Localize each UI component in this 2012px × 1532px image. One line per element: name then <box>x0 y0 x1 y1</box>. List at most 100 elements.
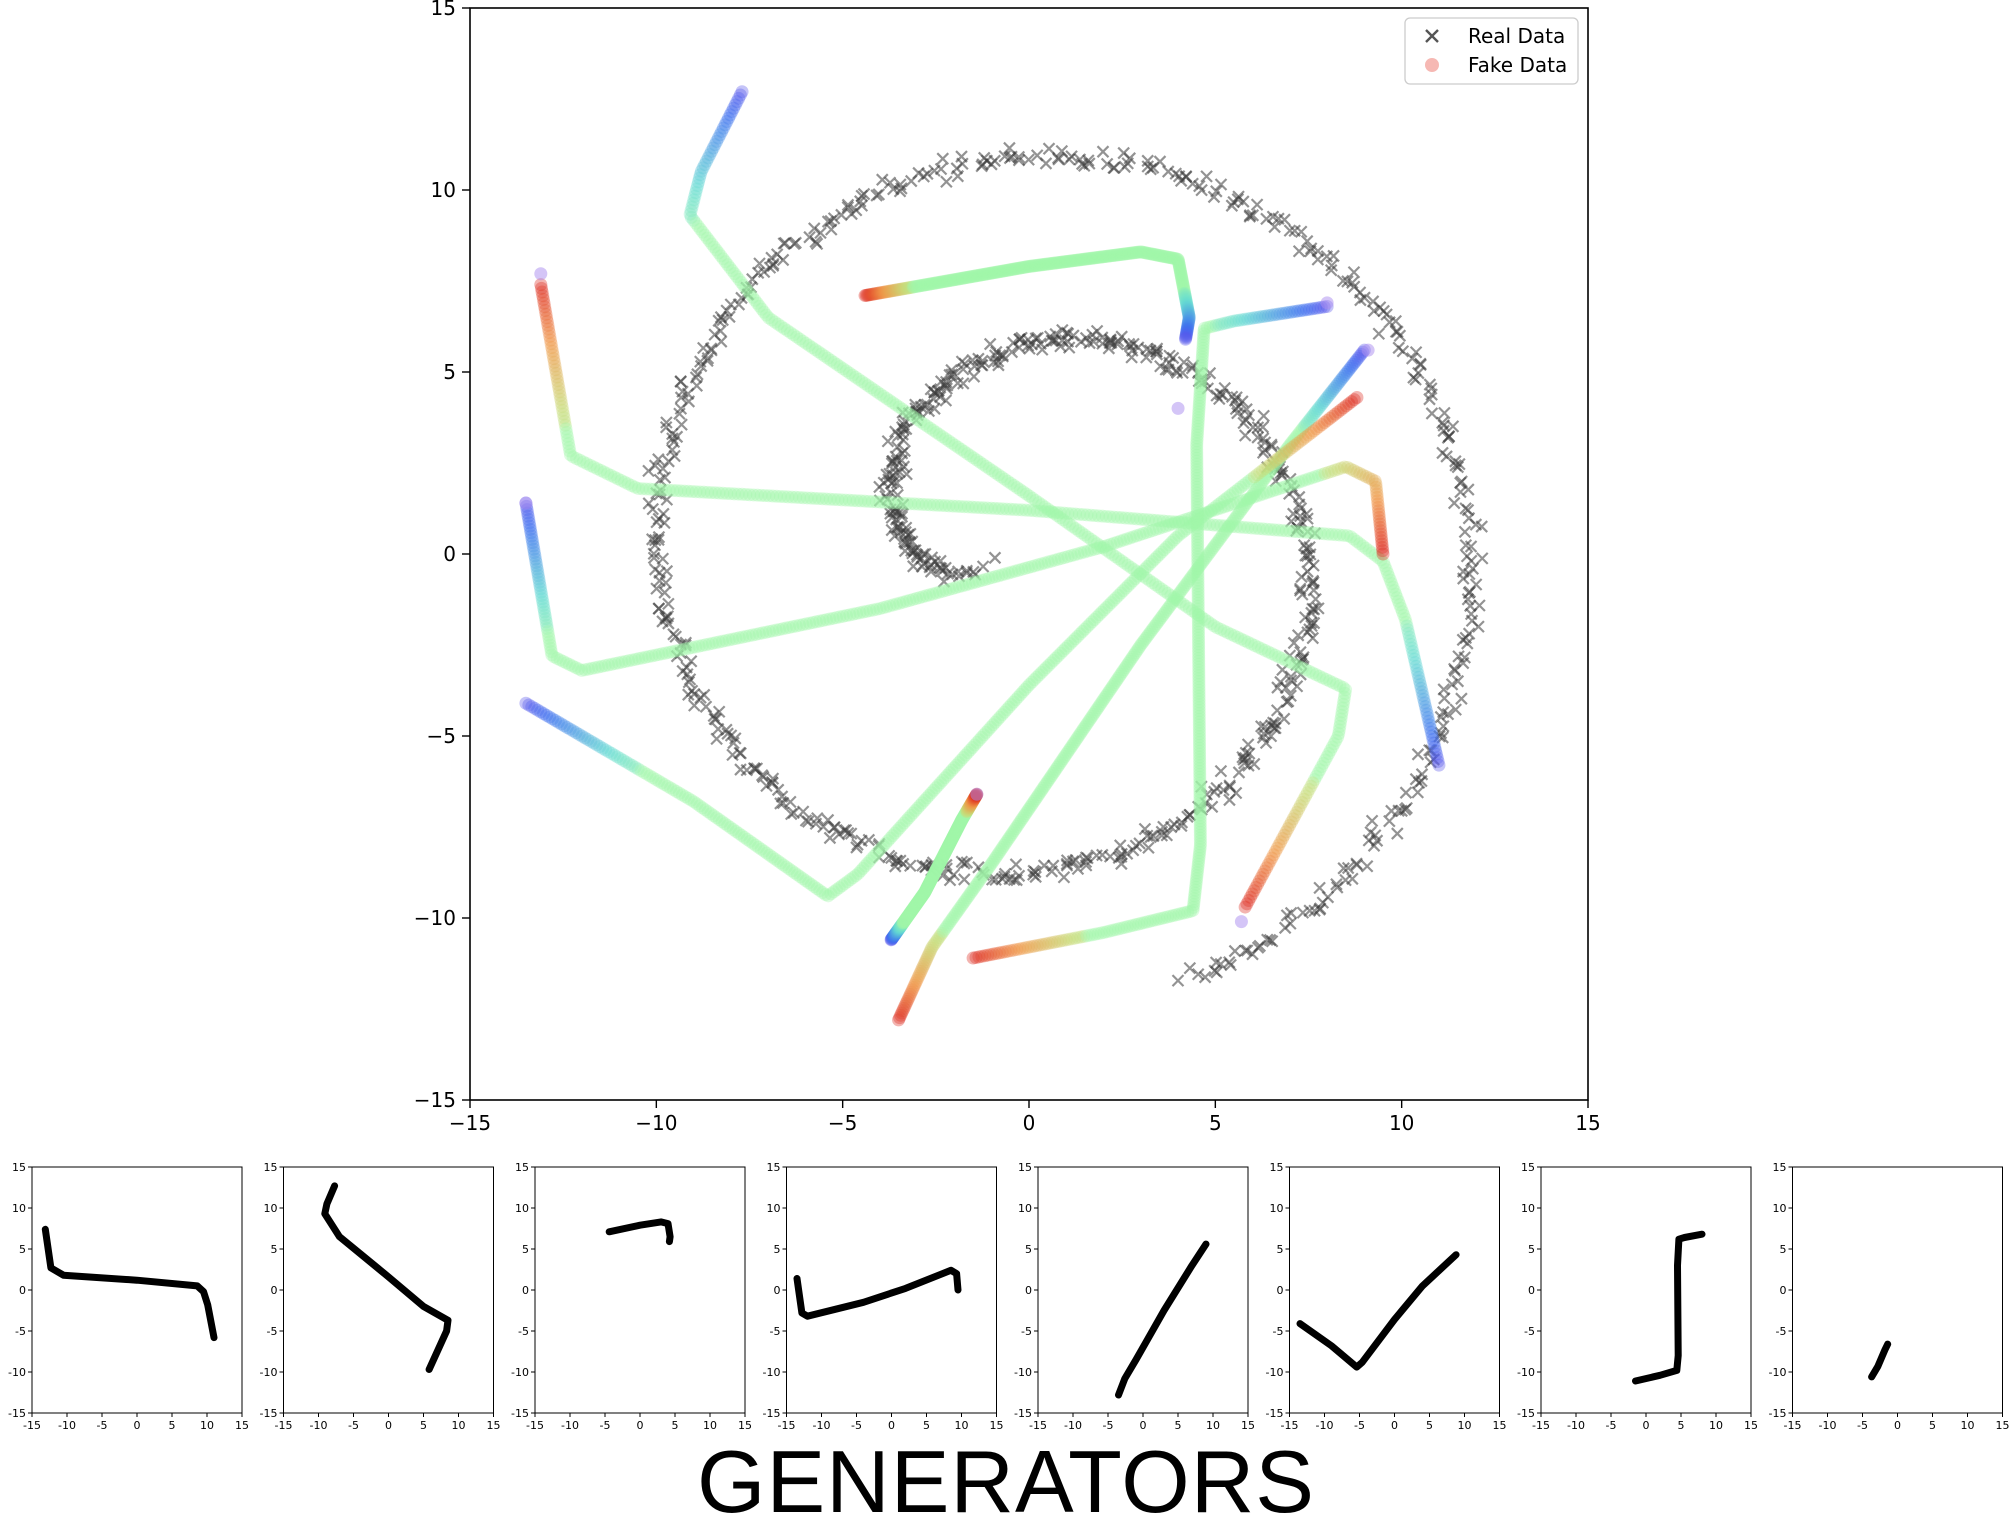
fake-data-point <box>628 480 642 494</box>
fake-data-point <box>1092 250 1106 264</box>
real-data-point <box>1301 626 1314 639</box>
fake-data-point <box>1101 686 1115 700</box>
fake-data-point <box>709 636 723 650</box>
fake-data-point <box>1218 519 1232 533</box>
fake-data-point <box>915 278 929 292</box>
fake-data-point <box>946 582 960 596</box>
fake-data-point <box>635 482 649 496</box>
fake-data-point <box>1251 877 1265 891</box>
real-data-point <box>975 358 988 372</box>
fake-data-point <box>1373 514 1387 528</box>
fake-data-point <box>875 285 889 299</box>
fake-data-point <box>1368 474 1382 488</box>
fake-data-point <box>1224 627 1238 641</box>
fake-data-point <box>727 487 741 501</box>
real-data-point <box>724 298 738 311</box>
fake-data-point <box>861 379 875 393</box>
fake-data-point <box>1177 284 1191 298</box>
fake-data-point <box>1242 894 1256 908</box>
fake-data-point <box>973 455 987 469</box>
fake-data-point <box>1115 665 1129 679</box>
fake-data-point <box>975 268 989 282</box>
fake-data-point <box>948 438 962 452</box>
y-tick-label: 5 <box>774 1243 781 1256</box>
fake-data-point <box>692 171 706 185</box>
fake-data-point <box>1076 252 1090 266</box>
fake-data-point <box>914 415 928 429</box>
fake-data-point <box>1104 682 1118 696</box>
fake-data-point <box>877 285 891 299</box>
fake-data-point <box>1095 695 1109 709</box>
fake-data-point <box>1130 565 1144 579</box>
real-data-point <box>1108 161 1121 175</box>
fake-data-point <box>1054 255 1068 269</box>
real-data-point <box>1462 483 1475 496</box>
fake-data-point <box>536 289 550 303</box>
fake-data-point <box>912 969 926 983</box>
real-data-point <box>723 310 736 324</box>
fake-data-point <box>1208 539 1222 553</box>
fake-data-point <box>743 287 757 301</box>
fake-outlier-point <box>519 496 533 510</box>
real-data-point <box>1447 662 1461 676</box>
fake-data-point <box>901 406 915 420</box>
real-data-point <box>1311 253 1325 266</box>
y-tick-label: −15 <box>414 1088 456 1112</box>
fake-data-point <box>836 362 850 376</box>
real-data-point <box>922 404 936 418</box>
fake-outlier-point <box>1234 915 1248 929</box>
real-data-point <box>685 684 699 698</box>
fake-data-point <box>702 637 716 651</box>
fake-data-point <box>823 492 837 506</box>
fake-data-point <box>835 493 849 507</box>
real-data-point <box>1341 861 1355 875</box>
fake-data-point <box>804 491 818 505</box>
fake-data-point <box>1010 481 1024 495</box>
fake-data-point <box>960 891 974 905</box>
fake-data-point <box>1306 666 1320 680</box>
real-data-point <box>1253 939 1267 953</box>
fake-data-point <box>1146 621 1160 635</box>
fake-data-point <box>1133 639 1147 653</box>
real-data-point <box>903 859 917 873</box>
fake-data-point <box>1264 463 1278 477</box>
fake-data-point <box>1154 611 1168 625</box>
fake-data-point <box>1160 602 1174 616</box>
fake-data-point <box>1173 265 1187 279</box>
real-data-point <box>1193 179 1206 193</box>
fake-data-point <box>1072 507 1086 521</box>
fake-data-point <box>1426 733 1440 747</box>
x-tick-label: -15 <box>778 1419 796 1430</box>
fake-data-point <box>978 267 992 281</box>
fake-data-point <box>908 978 922 992</box>
fake-data-point <box>992 569 1006 583</box>
fake-data-point <box>694 164 708 178</box>
fake-data-point <box>1176 278 1190 292</box>
fake-data-point <box>842 493 856 507</box>
fake-data-point <box>892 400 906 414</box>
fake-data-point <box>1153 613 1167 627</box>
fake-data-point <box>1083 251 1097 265</box>
fake-data-point <box>1023 489 1037 503</box>
fake-data-point <box>755 302 769 316</box>
fake-data-point <box>1148 619 1162 633</box>
real-data-point <box>1216 388 1229 401</box>
fake-data-point <box>1427 736 1441 750</box>
fake-data-point <box>601 467 615 481</box>
y-tick-label: 10 <box>1018 1202 1032 1215</box>
fake-data-point <box>1181 315 1195 329</box>
fake-data-point <box>1118 556 1132 570</box>
y-tick-label: -15 <box>1014 1407 1032 1420</box>
real-data-point <box>940 862 953 875</box>
fake-data-point <box>938 922 952 936</box>
real-data-point <box>1150 348 1164 361</box>
fake-data-point <box>1365 546 1379 560</box>
fake-data-point <box>1108 248 1122 262</box>
fake-data-point <box>1195 507 1209 521</box>
fake-data-point <box>1103 510 1117 524</box>
fake-data-point <box>540 315 554 329</box>
fake-data-point <box>1149 578 1163 592</box>
fake-data-point <box>1336 701 1350 715</box>
fake-data-point <box>692 639 706 653</box>
fake-data-point <box>1395 605 1409 619</box>
